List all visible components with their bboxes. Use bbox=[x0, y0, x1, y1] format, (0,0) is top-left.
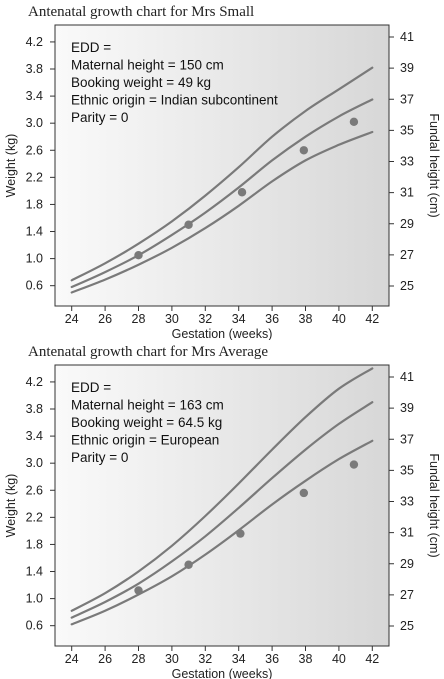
y2-tick-label: 25 bbox=[400, 619, 414, 633]
y-tick-label: 2.6 bbox=[26, 143, 43, 157]
y2-axis-label: Fundal height (cm) bbox=[427, 113, 441, 217]
y-tick-label: 2.2 bbox=[26, 510, 43, 524]
info-line: Maternal height = 163 cm bbox=[71, 398, 224, 413]
y-tick-label: 3.4 bbox=[26, 89, 43, 103]
centile-curve bbox=[70, 66, 374, 282]
measurement-point bbox=[134, 586, 143, 595]
centile-curve bbox=[70, 130, 374, 294]
y-tick-label: 3.0 bbox=[26, 116, 43, 130]
x-tick-label: 40 bbox=[332, 652, 346, 666]
x-axis-label: Gestation (weeks) bbox=[172, 327, 273, 340]
growth-chart-average: Antenatal growth chart for Mrs Average 0.… bbox=[4, 344, 441, 679]
y2-tick-label: 27 bbox=[400, 588, 414, 602]
y2-tick-label: 35 bbox=[400, 463, 414, 477]
y-tick-label: 2.2 bbox=[26, 170, 43, 184]
info-line: Maternal height = 150 cm bbox=[71, 58, 224, 73]
y-tick-label: 3.0 bbox=[26, 456, 43, 470]
measurement-point bbox=[349, 117, 359, 127]
growth-chart-small: Antenatal growth chart for Mrs Small 0.6 1… bbox=[4, 4, 441, 340]
x-tick-label: 26 bbox=[98, 312, 112, 326]
y2-tick-label: 37 bbox=[400, 432, 414, 446]
y2-tick-label: 35 bbox=[400, 123, 414, 137]
y-tick-label: 1.0 bbox=[26, 252, 43, 266]
info-line: Booking weight = 64.5 kg bbox=[71, 415, 222, 430]
x-tick-label: 36 bbox=[265, 312, 279, 326]
chart-title: Antenatal growth chart for Mrs Small bbox=[28, 4, 254, 20]
x-tick-label: 30 bbox=[165, 652, 179, 666]
x-tick-label: 30 bbox=[165, 312, 179, 326]
y-axis-label: Weight (kg) bbox=[4, 474, 18, 538]
y2-tick-label: 41 bbox=[400, 30, 414, 44]
x-tick-label: 40 bbox=[332, 312, 346, 326]
y2-tick-label: 39 bbox=[400, 401, 414, 415]
x-tick-label: 24 bbox=[65, 312, 79, 326]
x-tick-label: 38 bbox=[299, 312, 313, 326]
y-tick-label: 1.0 bbox=[26, 592, 43, 606]
x-tick-label: 34 bbox=[232, 652, 246, 666]
centile-curve bbox=[70, 401, 374, 619]
x-tick-label: 28 bbox=[132, 652, 146, 666]
info-line: Parity = 0 bbox=[71, 110, 128, 125]
y2-tick-label: 33 bbox=[400, 155, 414, 169]
y2-tick-label: 39 bbox=[400, 61, 414, 75]
centile-curve bbox=[70, 367, 374, 612]
measurement-point bbox=[237, 188, 247, 197]
measurement-point bbox=[184, 560, 193, 569]
info-line: Booking weight = 49 kg bbox=[71, 75, 211, 90]
measurement-point bbox=[299, 488, 309, 498]
y-tick-label: 2.6 bbox=[26, 483, 43, 497]
measurement-point bbox=[134, 251, 143, 260]
y2-tick-label: 25 bbox=[400, 279, 414, 293]
chart-title: Antenatal growth chart for Mrs Average bbox=[28, 344, 268, 360]
y-tick-label: 1.8 bbox=[26, 197, 43, 211]
x-tick-label: 24 bbox=[65, 652, 79, 666]
y-tick-label: 4.2 bbox=[26, 375, 43, 389]
y-axis-label: Weight (kg) bbox=[4, 134, 18, 198]
x-tick-label: 26 bbox=[98, 652, 112, 666]
y-tick-label: 1.4 bbox=[26, 225, 43, 239]
y-tick-label: 0.6 bbox=[26, 619, 43, 633]
info-line: Ethnic origin = Indian subcontinent bbox=[71, 93, 278, 108]
y-tick-label: 1.8 bbox=[26, 537, 43, 551]
y2-tick-label: 37 bbox=[400, 92, 414, 106]
info-line: Ethnic origin = European bbox=[71, 433, 219, 448]
x-tick-label: 34 bbox=[232, 312, 246, 326]
info-line: EDD = bbox=[71, 380, 111, 395]
y2-tick-label: 31 bbox=[400, 526, 414, 540]
y2-tick-label: 33 bbox=[400, 495, 414, 509]
measurement-point bbox=[299, 146, 309, 155]
x-tick-label: 42 bbox=[365, 312, 379, 326]
y-tick-label: 3.8 bbox=[26, 402, 43, 416]
centile-curve bbox=[70, 439, 374, 626]
y-tick-label: 3.4 bbox=[26, 429, 43, 443]
x-tick-label: 38 bbox=[299, 652, 313, 666]
y-tick-label: 3.8 bbox=[26, 62, 43, 76]
y-tick-label: 0.6 bbox=[26, 279, 43, 293]
y2-tick-label: 29 bbox=[400, 217, 414, 231]
x-tick-label: 42 bbox=[365, 652, 379, 666]
y-tick-label: 4.2 bbox=[26, 35, 43, 49]
y2-tick-label: 27 bbox=[400, 248, 414, 262]
x-tick-label: 28 bbox=[132, 312, 146, 326]
y-tick-label: 1.4 bbox=[26, 565, 43, 579]
measurement-point bbox=[236, 529, 245, 538]
info-line: Parity = 0 bbox=[71, 450, 128, 465]
info-line: EDD = bbox=[71, 40, 111, 55]
x-tick-label: 32 bbox=[198, 652, 212, 666]
growth-chart-panel-small: Antenatal growth chart for Mrs Small 0.6 1… bbox=[4, 4, 441, 340]
y2-tick-label: 31 bbox=[400, 186, 414, 200]
x-tick-label: 32 bbox=[198, 312, 212, 326]
x-tick-label: 36 bbox=[265, 652, 279, 666]
y2-tick-label: 29 bbox=[400, 557, 414, 571]
measurement-point bbox=[184, 220, 193, 229]
x-axis-label: Gestation (weeks) bbox=[172, 667, 273, 679]
y2-tick-label: 41 bbox=[400, 370, 414, 384]
y2-axis-label: Fundal height (cm) bbox=[427, 453, 441, 557]
centile-curve bbox=[70, 98, 374, 289]
measurement-point bbox=[349, 460, 359, 469]
growth-chart-panel-average: Antenatal growth chart for Mrs Average 0.… bbox=[0, 340, 444, 679]
